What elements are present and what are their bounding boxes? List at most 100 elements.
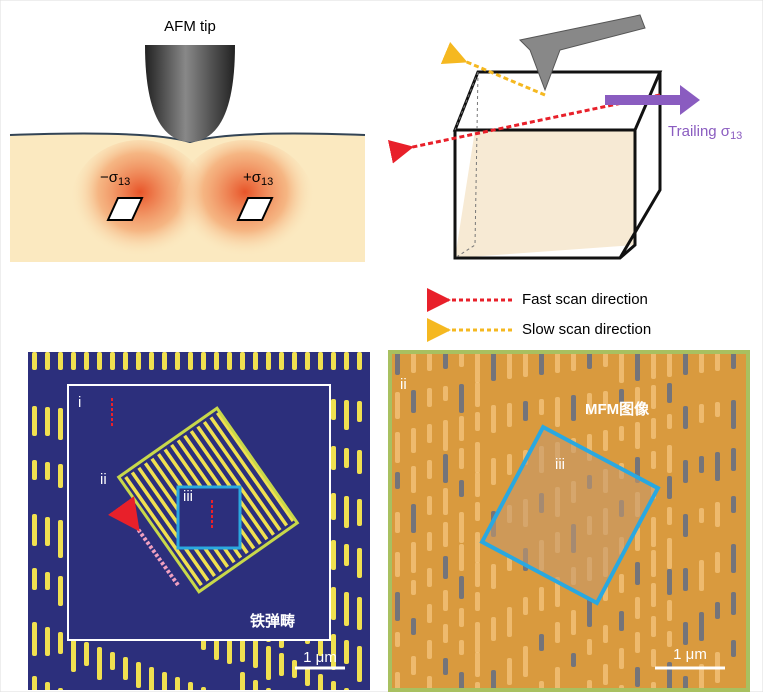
shape (318, 352, 323, 370)
shape (475, 532, 480, 563)
label: +σ (243, 169, 262, 186)
label: −σ (100, 169, 119, 186)
shape (58, 464, 63, 488)
shape (162, 352, 167, 370)
shape (459, 640, 464, 655)
shape (427, 640, 432, 659)
shape (45, 572, 50, 590)
shape (411, 354, 416, 373)
shape (32, 514, 37, 546)
label: i (78, 394, 81, 411)
shape (427, 424, 432, 443)
shape (124, 476, 203, 587)
shape (331, 446, 336, 470)
shape (452, 70, 663, 260)
shape (427, 496, 432, 515)
shape (411, 466, 416, 493)
shape (395, 632, 400, 647)
shape (97, 352, 102, 370)
shape (443, 522, 448, 547)
shape (110, 352, 115, 370)
shape (427, 568, 432, 587)
shape (123, 657, 128, 680)
shape (731, 592, 736, 615)
shape (266, 352, 271, 370)
shape (357, 401, 362, 422)
shape (357, 352, 362, 370)
shape (667, 600, 672, 621)
shape (331, 493, 336, 520)
label: MFM图像 (585, 400, 650, 418)
shape (523, 597, 528, 615)
shape (731, 640, 736, 657)
shape (667, 354, 672, 377)
shape (357, 499, 362, 526)
shape (507, 454, 512, 475)
shape (619, 426, 624, 441)
shape (196, 425, 275, 536)
shape (523, 354, 528, 377)
shape (32, 460, 37, 480)
shape (116, 406, 300, 594)
shape (603, 354, 608, 367)
shape (411, 428, 416, 453)
shape (411, 504, 416, 533)
shape (555, 354, 560, 373)
shape (216, 411, 295, 522)
shape (715, 402, 720, 417)
shape (32, 676, 37, 690)
label: iii (183, 488, 193, 505)
shape (603, 430, 608, 451)
shape (411, 618, 416, 635)
shape (443, 354, 448, 369)
shape (651, 385, 656, 409)
shape (635, 387, 640, 415)
shape (651, 550, 656, 577)
shape (344, 352, 349, 370)
shape (491, 354, 496, 381)
label: Trailing σ (668, 123, 731, 140)
shape (699, 508, 704, 523)
shape (619, 648, 624, 669)
shape (459, 608, 464, 627)
shape (475, 502, 480, 521)
shape (459, 384, 464, 413)
shape (475, 354, 480, 383)
shape (459, 416, 464, 441)
shape (715, 602, 720, 619)
shape (344, 496, 349, 528)
shape (58, 352, 63, 370)
shape (202, 420, 282, 532)
shape (571, 395, 576, 421)
shape (571, 610, 576, 635)
shape (236, 197, 274, 221)
shape (587, 393, 592, 415)
shape (201, 687, 206, 690)
shape (731, 496, 736, 513)
shape (162, 672, 167, 690)
shape (699, 560, 704, 591)
shape (715, 354, 720, 371)
shape (699, 404, 704, 423)
shape (731, 354, 736, 369)
shape (155, 20, 225, 45)
shape (443, 658, 448, 675)
shape (587, 354, 592, 369)
shape (651, 517, 656, 547)
shape (279, 653, 284, 676)
shape (292, 660, 297, 678)
shape (619, 354, 624, 383)
shape (266, 688, 271, 690)
shape (84, 352, 89, 370)
shape (106, 197, 144, 221)
shape (454, 71, 479, 259)
shape (539, 354, 544, 375)
shape (571, 354, 576, 371)
shape (395, 392, 400, 419)
shape (571, 653, 576, 667)
shape (331, 540, 336, 570)
shape (539, 587, 544, 611)
label: AFM tip (164, 18, 216, 35)
shape (305, 667, 310, 686)
